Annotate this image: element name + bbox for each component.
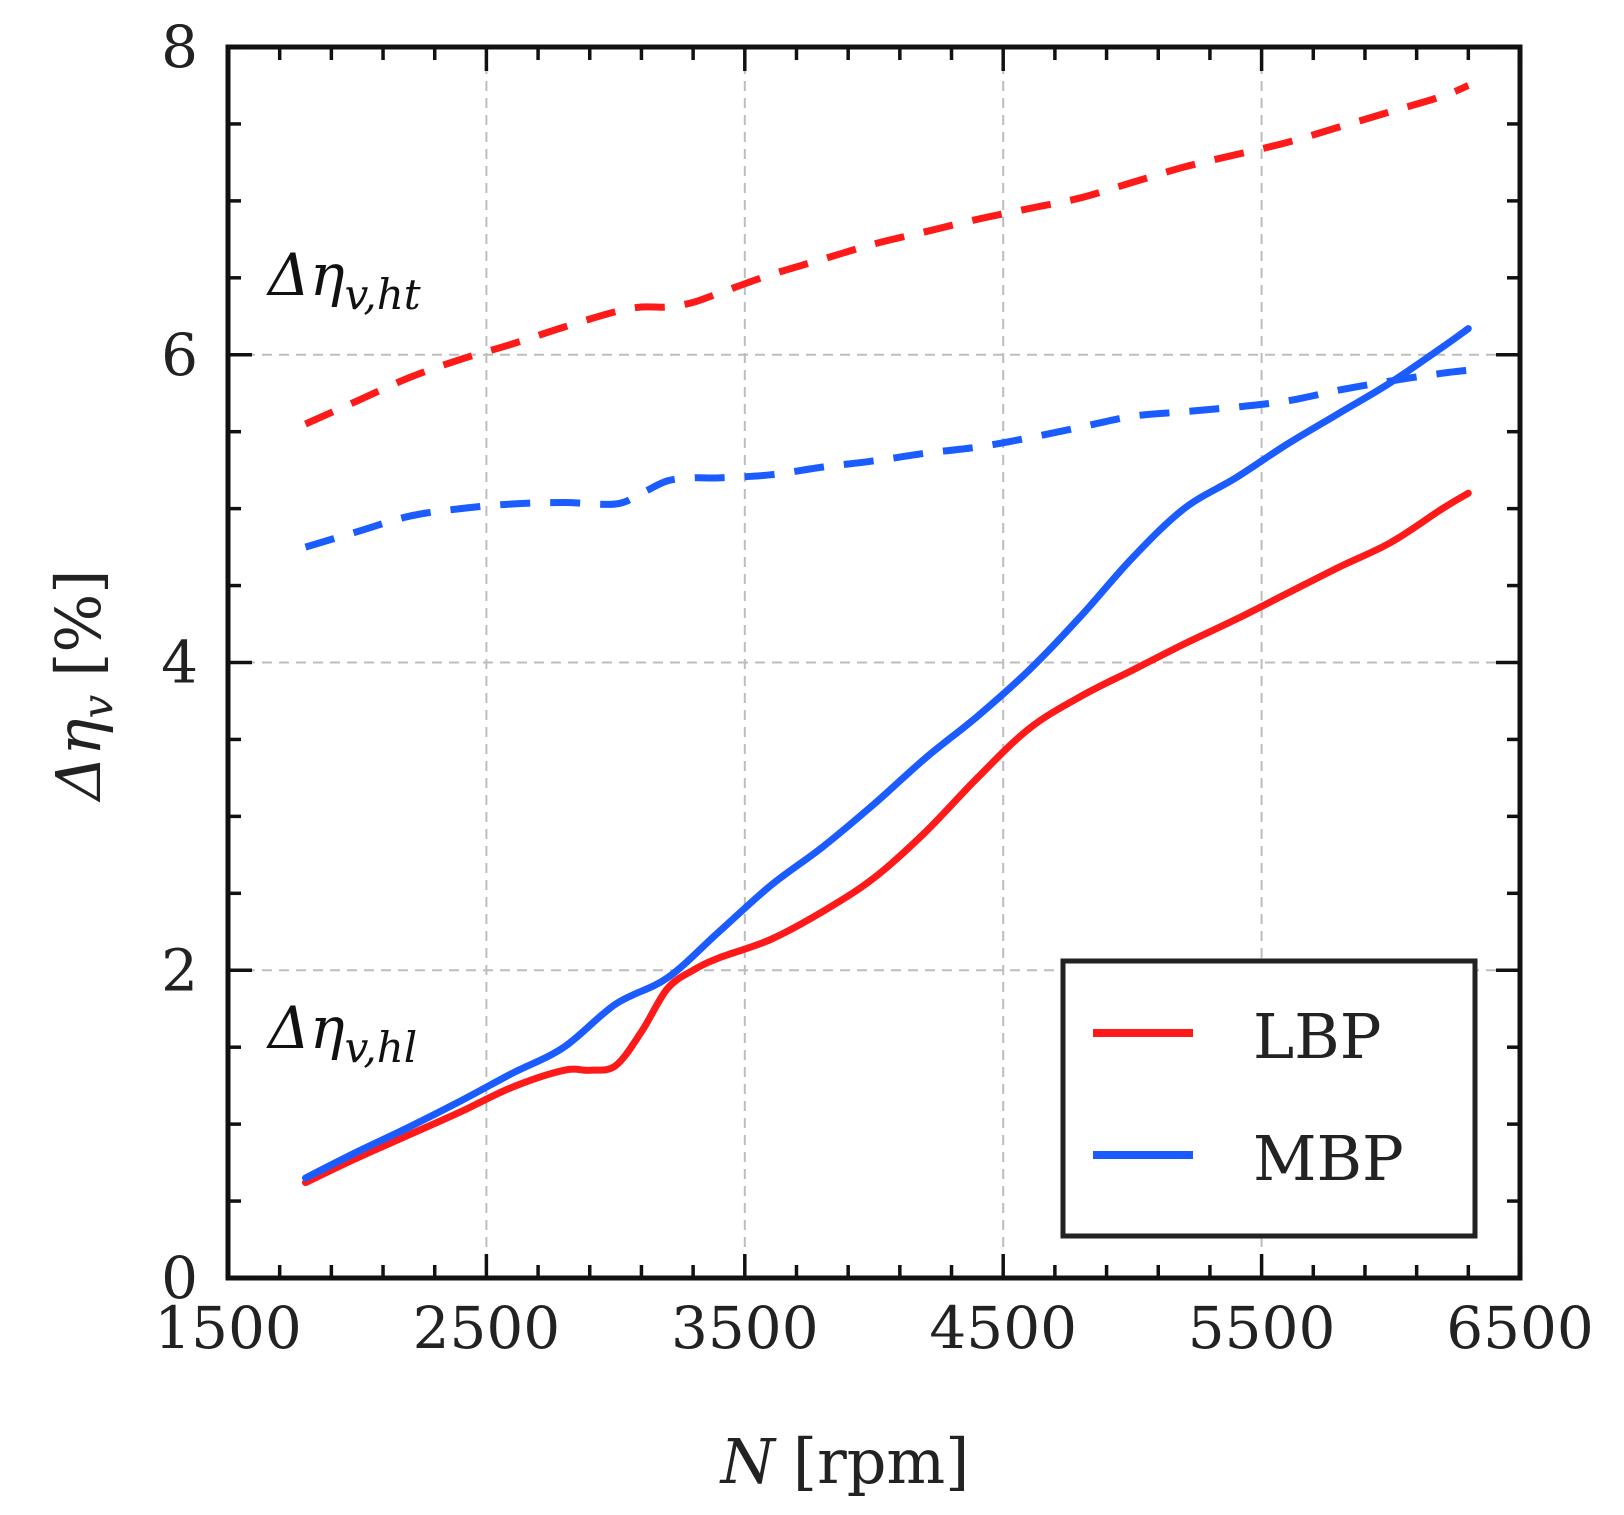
annotation-hl-sub: v,hl: [345, 1023, 418, 1072]
annotation-hl-base: Δη: [266, 994, 345, 1062]
x-tick-label-3500: 3500: [671, 1294, 819, 1362]
y-axis-title: Δηv [%]: [42, 570, 122, 803]
y-axis-unit: [%]: [42, 570, 115, 677]
y-tick-label-8: 8: [161, 13, 198, 81]
series-layer: [302, 82, 1472, 1187]
legend-label-lbp: LBP: [1253, 1000, 1381, 1073]
y-axis-subscript: v: [73, 695, 122, 719]
x-tick-label-5500: 5500: [1188, 1294, 1336, 1362]
x-axis-unit: [rpm]: [793, 1425, 970, 1498]
legend: LBP MBP: [1060, 958, 1478, 1239]
y-tick-label-0: 0: [161, 1244, 198, 1312]
axis-ticks: [226, 45, 1522, 1280]
annotation-ht-base: Δη: [266, 241, 345, 309]
x-tick-label-2500: 2500: [413, 1294, 561, 1362]
tick-labels: 1500 2500 3500 4500 5500 6500 0 2 4 6 8: [154, 13, 1594, 1362]
series-mbp-solid-line: [302, 325, 1472, 1182]
series-mbp-dashed-line: [304, 366, 1469, 551]
y-tick-label-4: 4: [161, 629, 198, 697]
series-lbp-dashed-line: [304, 82, 1470, 428]
legend-label-mbp: MBP: [1253, 1122, 1404, 1195]
y-axis-symbol: Δη: [42, 719, 115, 803]
legend-box: [1060, 958, 1478, 1239]
x-tick-label-4500: 4500: [929, 1294, 1077, 1362]
annotation-hl: Δηv,hl: [266, 994, 417, 1072]
y-tick-label-2: 2: [161, 936, 198, 1004]
x-axis-title: N [rpm]: [719, 1425, 970, 1498]
series-lbp-solid-line: [302, 489, 1472, 1187]
y-tick-label-6: 6: [161, 321, 198, 389]
annotation-ht-sub: v,ht: [345, 270, 421, 319]
x-tick-label-6500: 6500: [1446, 1294, 1594, 1362]
x-axis-variable: N: [719, 1425, 778, 1498]
x-tick-label-1500: 1500: [154, 1294, 302, 1362]
annotation-ht: Δηv,ht: [266, 241, 421, 319]
